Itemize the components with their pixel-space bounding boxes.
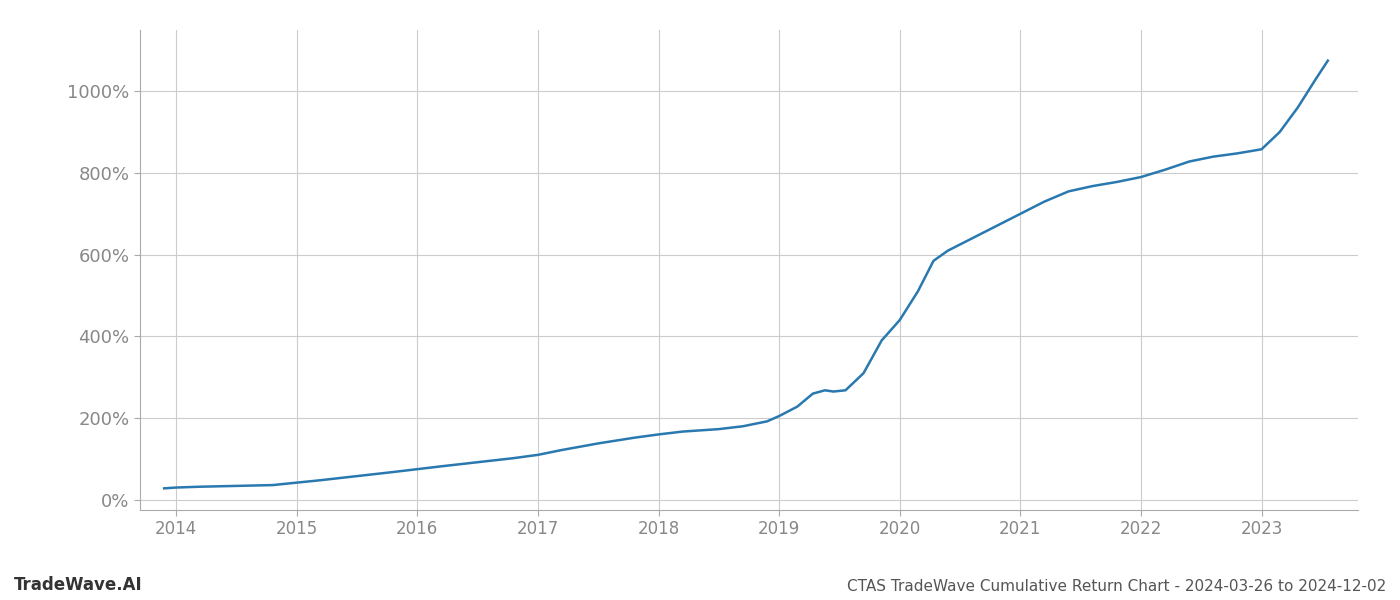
Text: TradeWave.AI: TradeWave.AI <box>14 576 143 594</box>
Text: CTAS TradeWave Cumulative Return Chart - 2024-03-26 to 2024-12-02: CTAS TradeWave Cumulative Return Chart -… <box>847 579 1386 594</box>
